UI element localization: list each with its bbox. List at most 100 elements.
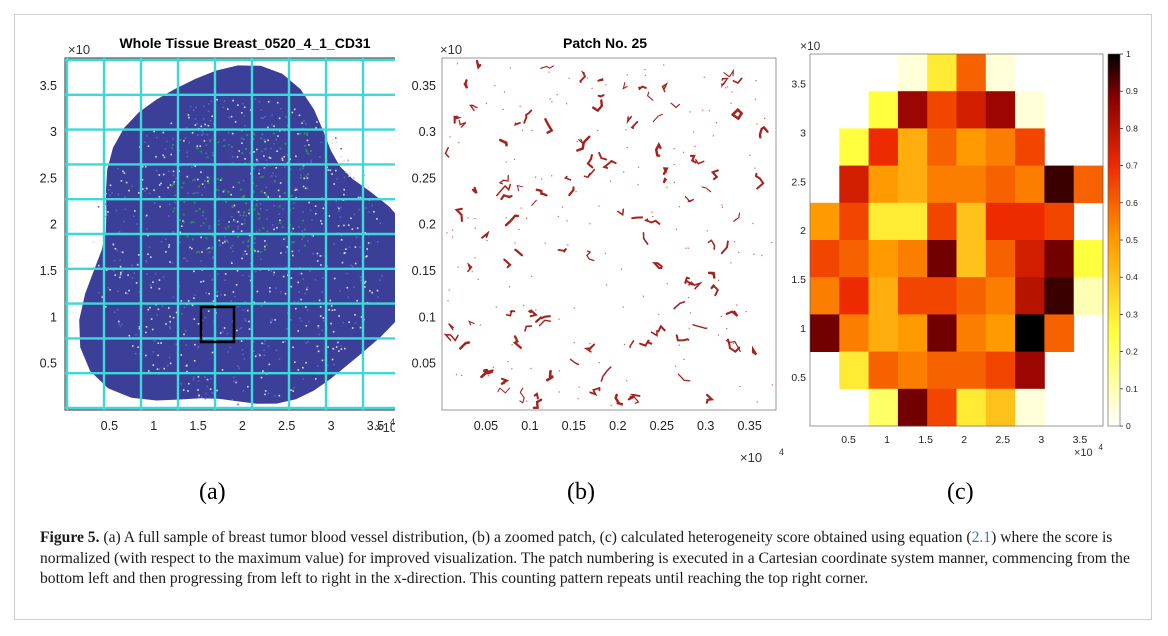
vessel-fragment <box>511 344 513 346</box>
tissue-texture-dot <box>348 246 351 248</box>
tissue-texture-dot <box>312 252 314 255</box>
y-tick-label: 0.05 <box>412 357 436 371</box>
tissue-texture-dot <box>293 201 295 204</box>
tissue-texture-dot <box>315 378 317 380</box>
tissue-texture-dot <box>318 299 321 302</box>
tissue-texture-dot <box>180 300 183 302</box>
tissue-texture-dot <box>275 167 277 169</box>
tissue-texture-dot <box>278 117 281 120</box>
vessel-segment <box>721 77 729 81</box>
tissue-texture-dot <box>267 196 269 198</box>
tissue-texture-dot <box>183 333 185 336</box>
heatmap-cell <box>868 240 899 278</box>
tissue-texture-dot <box>316 345 319 348</box>
tissue-texture-dot <box>379 222 382 224</box>
tissue-texture-dot <box>172 316 175 319</box>
panel-c-y-multiplier: ×10 <box>800 39 821 53</box>
tissue-texture-dot <box>175 343 178 345</box>
vessel-segment <box>701 186 712 193</box>
tissue-texture-dot <box>211 392 213 394</box>
vessel-fragment <box>658 313 660 315</box>
tissue-texture-dot <box>268 156 271 159</box>
tissue-texture-dot <box>120 251 123 253</box>
tissue-texture-dot <box>167 170 170 173</box>
tissue-texture-dot <box>364 280 367 283</box>
tissue-texture-dot <box>114 248 117 250</box>
tissue-texture-dot <box>286 246 288 248</box>
tissue-texture-dot <box>282 275 285 278</box>
y-tick-label: 1 <box>800 323 806 335</box>
tissue-texture-dot <box>347 296 350 298</box>
panel-c-x-exponent: 4 <box>1099 443 1104 452</box>
panel-b-title: Patch No. 25 <box>563 35 647 51</box>
panel-b-ticks: 0.05 0.1 0.15 0.2 0.25 0.3 0.35 0.05 0.1 0.15 0.2 0… <box>412 79 762 433</box>
vessel-segment <box>504 214 520 227</box>
tissue-texture-dot <box>187 114 190 116</box>
tissue-texture-dot <box>301 122 303 124</box>
tissue-texture-dot <box>347 159 349 161</box>
equation-reference-link[interactable]: 2.1 <box>971 529 992 546</box>
tissue-texture-dot <box>366 248 368 250</box>
vessel-fragment <box>708 272 710 274</box>
tissue-texture-dot <box>291 250 294 253</box>
tissue-texture-dot <box>210 100 213 102</box>
heatmap-cell <box>1073 165 1104 204</box>
tissue-texture-dot <box>241 112 243 114</box>
vessel-fragment <box>589 343 591 345</box>
tissue-texture-dot <box>162 276 165 278</box>
tissue-texture-dot <box>240 137 243 139</box>
tissue-texture-dot <box>237 403 239 406</box>
vessel-segment <box>626 115 633 125</box>
tissue-texture-dot <box>290 277 293 279</box>
vessel-fragment <box>754 98 756 100</box>
tissue-texture-dot <box>259 203 262 205</box>
vessel-cluster-dot <box>171 184 173 187</box>
tissue-texture-dot <box>216 290 219 293</box>
tissue-texture-dot <box>205 217 207 220</box>
tissue-texture-dot <box>153 340 156 342</box>
tissue-texture-dot <box>243 106 246 109</box>
heatmap-cell <box>985 388 1016 427</box>
tissue-texture-dot <box>242 389 245 392</box>
tissue-texture-dot <box>275 175 277 178</box>
tissue-texture-dot <box>222 242 224 244</box>
tissue-texture-dot <box>302 278 305 280</box>
tissue-texture-dot <box>244 301 246 303</box>
tissue-texture-dot <box>327 169 330 171</box>
tissue-texture-dot <box>363 256 366 259</box>
tissue-texture-dot <box>197 323 200 325</box>
tissue-texture-dot <box>267 126 269 129</box>
vessel-fragment <box>514 242 516 244</box>
tissue-texture-dot <box>270 270 273 272</box>
vessel-fragment <box>606 284 608 286</box>
tissue-texture-dot <box>355 236 358 239</box>
vessel-fragment <box>673 181 675 183</box>
tissue-texture-dot <box>279 182 282 184</box>
tissue-texture-dot <box>98 264 100 267</box>
tissue-texture-dot <box>231 262 233 264</box>
plot-b-frame <box>441 57 777 411</box>
tissue-texture-dot <box>222 106 225 109</box>
heatmap-cell <box>839 165 869 204</box>
vessel-fragment <box>567 244 569 246</box>
vessel-fragment <box>611 161 613 163</box>
tissue-texture-dot <box>310 159 313 162</box>
tissue-texture-dot <box>145 261 148 263</box>
vessel-segment <box>597 94 605 98</box>
vessel-fragment <box>486 239 488 242</box>
vessel-fragment <box>637 166 640 168</box>
vessel-fragment <box>703 76 705 78</box>
tissue-texture-dot <box>290 389 292 391</box>
y-tick-label: 0.3 <box>419 125 436 139</box>
tissue-texture-dot <box>126 292 129 295</box>
tissue-texture-dot <box>257 160 259 162</box>
tissue-texture-dot <box>169 261 171 263</box>
vessel-segment <box>514 248 523 257</box>
tissue-texture-dot <box>191 132 194 134</box>
tissue-texture-dot <box>146 304 148 306</box>
heatmap-cell <box>956 128 987 166</box>
vessel-segment <box>731 107 744 121</box>
vessel-segment <box>563 175 572 181</box>
tissue-texture-dot <box>134 352 137 355</box>
tissue-texture-dot <box>330 305 333 307</box>
